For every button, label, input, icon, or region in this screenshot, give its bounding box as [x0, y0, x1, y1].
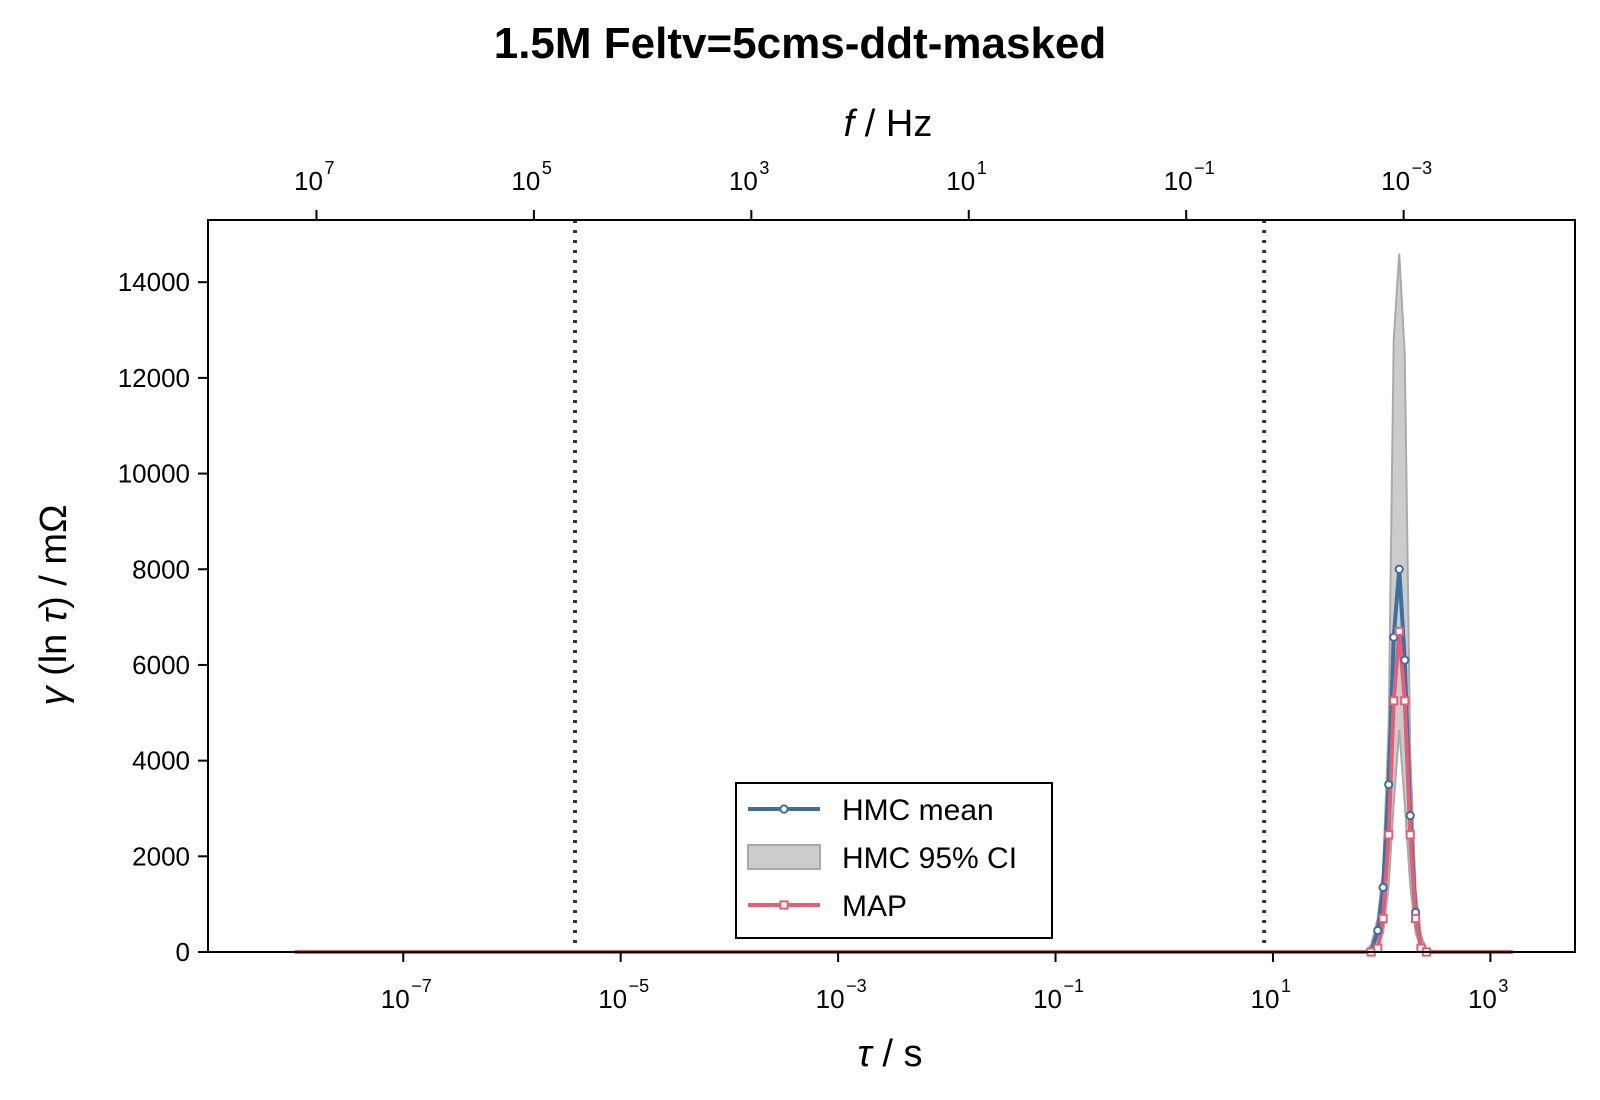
y-axis-suffix: ) / mΩ — [33, 505, 75, 609]
top-x-tick-label-0: 10 — [294, 166, 323, 196]
y-tick-label-7: 14000 — [118, 267, 190, 297]
series-0-point-2 — [1378, 882, 1388, 893]
y-tick-label-2: 4000 — [132, 746, 190, 776]
legend-marker-0 — [779, 804, 789, 814]
legend-label-1: HMC 95% CI — [842, 842, 1017, 875]
series-0-point-5 — [1394, 564, 1404, 574]
top-x-tick-exp-0: 7 — [324, 158, 334, 178]
series-0-point-1 — [1373, 925, 1383, 936]
series-1-point-4 — [1389, 696, 1399, 706]
legend-marker-2 — [779, 900, 789, 910]
y-axis-mid: (ln — [33, 623, 75, 686]
series-0-point-7 — [1405, 811, 1415, 821]
legend-patch-1 — [747, 844, 821, 870]
y-axis-prefix: γ — [33, 684, 75, 705]
legend-label-0: HMC mean — [842, 794, 994, 827]
x-tick-label-3: 10 — [1033, 984, 1062, 1014]
series-1-point-1 — [1373, 943, 1383, 953]
y-tick-label-1: 2000 — [132, 841, 190, 871]
series-1-point-8 — [1410, 913, 1421, 924]
axes-frame — [207, 219, 1576, 953]
x-tick-exp-4: 1 — [1281, 976, 1291, 996]
x-tick-exp-1: −5 — [629, 976, 650, 996]
x-tick-label-5: 10 — [1468, 984, 1497, 1014]
top-x-tick-exp-1: 5 — [542, 158, 552, 178]
series-1-point-2 — [1378, 913, 1388, 924]
legend-label-2: MAP — [842, 890, 907, 923]
x-axis-label: τ / s — [858, 1033, 923, 1075]
top-x-tick-exp-3: 1 — [977, 158, 987, 178]
top-x-tick-exp-5: −3 — [1412, 158, 1433, 178]
x-tick-label-4: 10 — [1251, 984, 1280, 1014]
top-x-tick-label-1: 10 — [511, 166, 540, 196]
top-x-tick-label-4: 10 — [1164, 166, 1193, 196]
plot-area — [294, 220, 1513, 957]
x-tick-exp-3: −1 — [1064, 976, 1085, 996]
x-axis-symbol: τ — [858, 1033, 875, 1075]
series-1-point-5 — [1394, 626, 1404, 637]
chart-title: 1.5M Feltv=5cms-ddt-masked — [494, 19, 1107, 68]
x-tick-label-1: 10 — [598, 984, 627, 1014]
top-x-tick-label-5: 10 — [1381, 166, 1410, 196]
series-1-point-6 — [1400, 696, 1410, 706]
y-tick-label-5: 10000 — [118, 459, 190, 489]
y-tick-label-0: 0 — [176, 937, 190, 967]
top-x-axis-label: f / Hz — [844, 103, 933, 145]
x-tick-label-0: 10 — [381, 984, 410, 1014]
series-0-point-6 — [1400, 655, 1410, 665]
y-tick-label-3: 6000 — [132, 650, 190, 680]
x-tick-exp-2: −3 — [846, 976, 867, 996]
x-tick-exp-0: −7 — [411, 976, 432, 996]
series-0-point-3 — [1384, 779, 1394, 790]
top-x-tick-label-2: 10 — [729, 166, 758, 196]
series-1-point-3 — [1384, 830, 1394, 840]
top-x-tick-label-3: 10 — [946, 166, 975, 196]
y-axis-symbol: τ — [33, 606, 75, 623]
y-axis-label: γ (ln τ) / mΩ — [33, 505, 75, 706]
x-tick-exp-5: 3 — [1498, 976, 1508, 996]
top-x-axis-unit: / Hz — [854, 103, 932, 145]
legend: HMC mean HMC 95% CI MAP — [735, 782, 1053, 939]
top-x-axis-symbol: f — [844, 103, 858, 145]
y-tick-label-6: 12000 — [118, 363, 190, 393]
top-x-tick-exp-4: −1 — [1194, 158, 1215, 178]
top-x-tick-exp-2: 3 — [759, 158, 769, 178]
x-axis-unit: / s — [872, 1033, 923, 1075]
series-1-point-7 — [1405, 830, 1415, 840]
x-tick-label-2: 10 — [816, 984, 845, 1014]
y-tick-label-4: 8000 — [132, 554, 190, 584]
